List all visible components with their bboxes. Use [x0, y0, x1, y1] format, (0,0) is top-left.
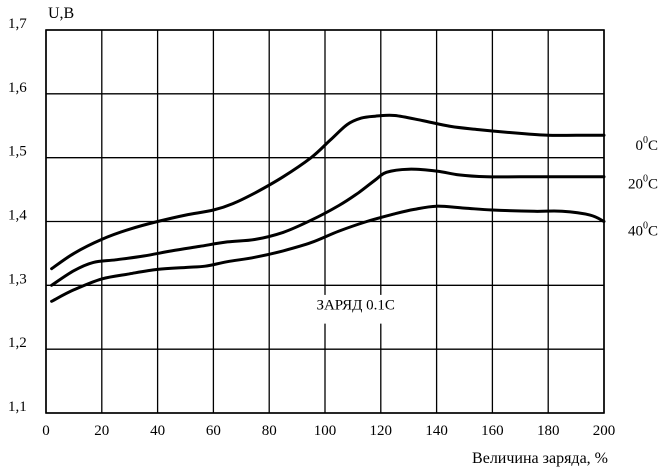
- x-tick-label: 0: [42, 423, 50, 439]
- x-tick-labels: 0 20 40 60 80 100 120 140 160 180 200: [42, 423, 615, 439]
- x-tick-label: 80: [262, 423, 277, 439]
- series-line-2: [50, 204, 606, 303]
- y-tick-label: 1,3: [8, 271, 27, 287]
- x-tick-label: 140: [425, 423, 448, 439]
- grid: [45, 29, 605, 414]
- series-line-0: [50, 113, 606, 271]
- y-tick-label: 1,4: [8, 208, 27, 224]
- y-tick-label: 1,2: [8, 335, 27, 351]
- series-line-1: [50, 167, 606, 287]
- y-tick-labels: 1,1 1,2 1,3 1,4 1,5 1,6 1,7: [8, 16, 27, 415]
- series-labels: 00С 200С 400С: [628, 135, 658, 240]
- y-tick-label: 1,7: [8, 16, 27, 32]
- y-tick-label: 1,5: [8, 144, 27, 160]
- y-tick-label: 1,6: [8, 80, 27, 96]
- x-tick-label: 200: [593, 423, 616, 439]
- x-tick-label: 60: [206, 423, 221, 439]
- y-axis-label: U,В: [48, 5, 74, 22]
- charge-annotation: ЗАРЯД 0.1С: [316, 298, 395, 314]
- x-tick-label: 120: [370, 423, 393, 439]
- series-label: 00С: [635, 135, 658, 154]
- annotation-background: [293, 294, 419, 324]
- y-tick-label: 1,1: [8, 399, 27, 415]
- series-label: 200С: [628, 173, 658, 192]
- x-tick-label: 180: [537, 423, 560, 439]
- x-axis-label: Величина заряда, %: [472, 450, 608, 467]
- series-label: 400С: [628, 221, 658, 240]
- x-tick-label: 100: [314, 423, 337, 439]
- x-tick-label: 20: [94, 423, 109, 439]
- x-tick-label: 160: [481, 423, 504, 439]
- series-curves: [50, 113, 606, 303]
- x-tick-label: 40: [150, 423, 165, 439]
